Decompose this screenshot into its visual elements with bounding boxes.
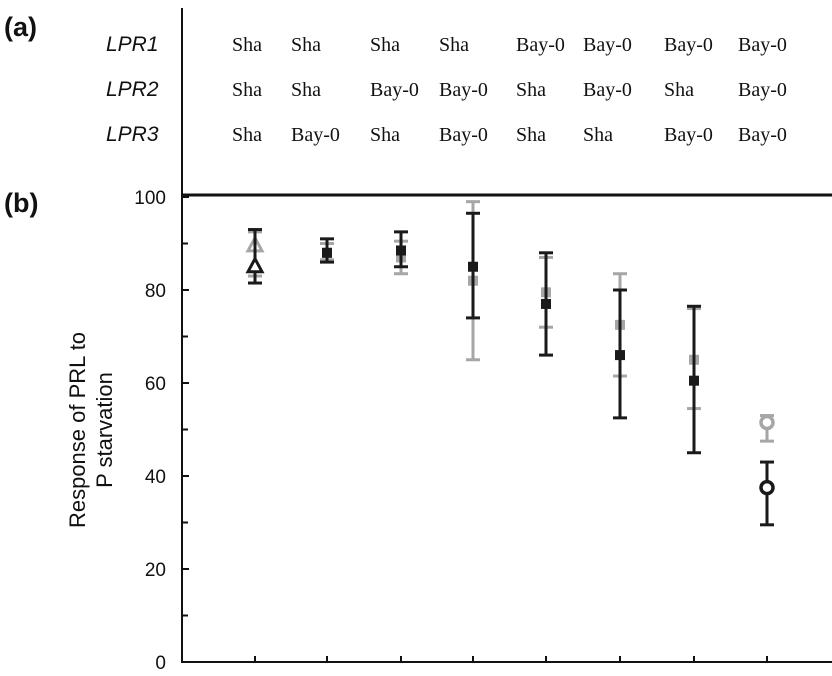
allele-lpr1-col6: Bay-0 [583, 34, 632, 56]
allele-lpr3-col3: Sha [370, 124, 400, 146]
allele-lpr3-col4: Bay-0 [439, 124, 488, 146]
allele-lpr1-col2: Sha [291, 34, 321, 56]
gene-label-lpr3: LPR3 [106, 123, 159, 146]
genotype-allele-grid: Sha Sha Sha Sha Bay-0 Bay-0 Bay-0 Bay-0 Sha Sha Ba… [232, 34, 787, 146]
data-point-circle [759, 479, 775, 496]
data-point-square [615, 350, 625, 361]
allele-lpr1-col4: Sha [439, 34, 469, 56]
allele-lpr2-col5: Sha [516, 79, 546, 101]
data-point-square [396, 245, 406, 256]
data-point-square [322, 247, 332, 258]
allele-lpr2-col8: Bay-0 [738, 79, 787, 101]
allele-lpr2-col6: Bay-0 [583, 79, 632, 101]
y-axis-ticks: 0 20 40 60 80 100 [134, 188, 189, 674]
y-tick-label: 0 [155, 653, 166, 674]
y-tick-label: 20 [145, 560, 166, 581]
data-point-triangle [245, 255, 265, 274]
allele-lpr3-col7: Bay-0 [664, 124, 713, 146]
y-axis-title-line1: Response of PRL to [65, 332, 90, 528]
x-axis-ticks [254, 656, 768, 662]
allele-lpr3-col8: Bay-0 [738, 124, 787, 146]
allele-lpr2-col4: Bay-0 [439, 79, 488, 101]
allele-lpr1-col1: Sha [232, 34, 262, 56]
allele-lpr3-col1: Sha [232, 124, 262, 146]
allele-lpr3-col2: Bay-0 [291, 124, 340, 146]
y-tick-label: 100 [134, 188, 166, 209]
gene-labels: LPR1 LPR2 LPR3 [106, 33, 159, 146]
allele-lpr1-col3: Sha [370, 34, 400, 56]
data-point-square [689, 375, 699, 386]
y-tick-label: 80 [145, 281, 166, 302]
data-point-circle [759, 414, 775, 431]
data-point-square [468, 261, 478, 272]
black-series [245, 211, 775, 527]
panel-b-label: (b) [4, 188, 38, 218]
panel-a-label: (a) [4, 12, 37, 42]
allele-lpr2-col7: Sha [664, 79, 694, 101]
y-axis-title-line2: P starvation [92, 372, 117, 488]
allele-lpr1-col7: Bay-0 [664, 34, 713, 56]
data-point-square [541, 298, 551, 309]
allele-lpr1-col8: Bay-0 [738, 34, 787, 56]
allele-lpr3-col6: Sha [583, 124, 613, 146]
allele-lpr2-col3: Bay-0 [370, 79, 419, 101]
y-tick-label: 60 [145, 374, 166, 395]
y-tick-label: 40 [145, 467, 166, 488]
allele-lpr3-col5: Sha [516, 124, 546, 146]
allele-lpr2-col2: Sha [291, 79, 321, 101]
allele-lpr2-col1: Sha [232, 79, 262, 101]
allele-lpr1-col5: Bay-0 [516, 34, 565, 56]
gene-label-lpr2: LPR2 [106, 78, 159, 101]
gene-label-lpr1: LPR1 [106, 33, 159, 56]
